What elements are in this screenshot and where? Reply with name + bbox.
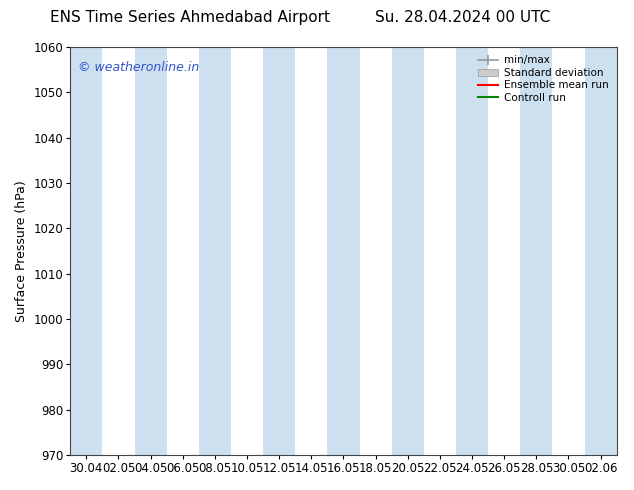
Bar [199,47,231,455]
Title: ENS Time Series Ahmedabad Airport      Su. 28.04.2024 00 UTC: ENS Time Series Ahmedabad Airport Su. 28… [0,489,1,490]
Legend: min/max, Standard deviation, Ensemble mean run, Controll run: min/max, Standard deviation, Ensemble me… [474,51,612,107]
Y-axis label: Surface Pressure (hPa): Surface Pressure (hPa) [15,180,28,322]
Bar [456,47,488,455]
Bar [263,47,295,455]
Text: Su. 28.04.2024 00 UTC: Su. 28.04.2024 00 UTC [375,10,550,24]
Bar [521,47,552,455]
Bar [134,47,167,455]
Text: © weatheronline.in: © weatheronline.in [79,61,200,74]
Bar [327,47,359,455]
Text: ENS Time Series Ahmedabad Airport: ENS Time Series Ahmedabad Airport [50,10,330,24]
Bar [392,47,424,455]
Bar [70,47,103,455]
Bar [585,47,617,455]
